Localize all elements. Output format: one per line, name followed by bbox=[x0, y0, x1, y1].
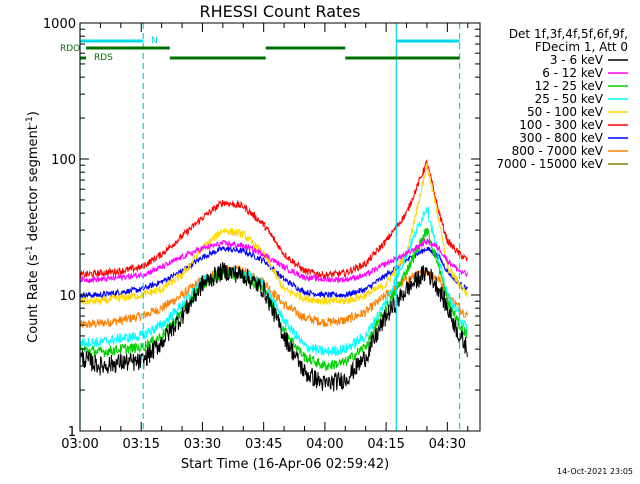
x-tick-label: 03:45 bbox=[245, 437, 282, 452]
x-tick-label: 04:15 bbox=[367, 437, 404, 452]
y-axis-label-part2: detector segment bbox=[26, 125, 41, 245]
y-axis-label-part1: Count Rate (s bbox=[26, 254, 41, 343]
series-line-5 bbox=[79, 158, 468, 280]
series-line-0 bbox=[79, 261, 468, 392]
axis-layer: 1 10 100 1000 03:00 03:15 03:30 03:45 04:00 04:15… bbox=[43, 17, 481, 452]
series-line-4 bbox=[79, 163, 468, 306]
plot-frame bbox=[79, 22, 481, 432]
y-axis-label-sup2: -1 bbox=[25, 116, 35, 125]
legend-label: 7000 - 15000 keV bbox=[496, 157, 603, 171]
legend-label: 800 - 7000 keV bbox=[512, 144, 604, 158]
chart-title: RHESSI Count Rates bbox=[200, 2, 361, 21]
y-tick-label: 10 bbox=[59, 289, 76, 304]
y-axis-label-sup1: -1 bbox=[25, 245, 35, 254]
y-tick-label: 100 bbox=[51, 153, 76, 168]
legend-header-line: Det 1f,3f,4f,5f,6f,9f, bbox=[509, 27, 628, 41]
y-axis-label: Count Rate (s-1 detector segment-1) bbox=[25, 111, 41, 343]
legend-label: 25 - 50 keV bbox=[535, 92, 604, 106]
rdo-track-label: RDO bbox=[60, 44, 80, 54]
y-tick-label: 1 bbox=[68, 425, 76, 440]
x-tick-label: 03:30 bbox=[184, 437, 221, 452]
legend-label: 50 - 100 keV bbox=[527, 105, 604, 119]
x-tick-label: 03:00 bbox=[61, 437, 98, 452]
night-track-label: N bbox=[151, 36, 158, 46]
plot-timestamp: 14-Oct-2021 23:05 bbox=[557, 467, 633, 476]
series-line-3 bbox=[79, 206, 468, 357]
legend-label: 3 - 6 keV bbox=[550, 53, 604, 67]
rds-track-label: RDS bbox=[94, 53, 113, 63]
legend-label: 100 - 300 keV bbox=[519, 118, 603, 132]
y-tick-label: 1000 bbox=[43, 17, 76, 32]
x-tick-label: 03:15 bbox=[122, 437, 159, 452]
legend: Det 1f,3f,4f,5f,6f,9f,FDecim 1, Att 03 -… bbox=[496, 27, 628, 171]
legend-label: 6 - 12 keV bbox=[542, 66, 604, 80]
x-tick-label: 04:00 bbox=[306, 437, 343, 452]
x-axis-label: Start Time (16-Apr-06 02:59:42) bbox=[181, 457, 389, 472]
y-axis-label-part3: ) bbox=[26, 111, 41, 116]
legend-label: 300 - 800 keV bbox=[519, 131, 603, 145]
legend-label: 12 - 25 keV bbox=[535, 79, 604, 93]
x-tick-label: 04:30 bbox=[429, 437, 466, 452]
legend-header-line: FDecim 1, Att 0 bbox=[535, 40, 628, 54]
series-line-7 bbox=[79, 264, 468, 329]
series-line-1 bbox=[79, 238, 468, 284]
